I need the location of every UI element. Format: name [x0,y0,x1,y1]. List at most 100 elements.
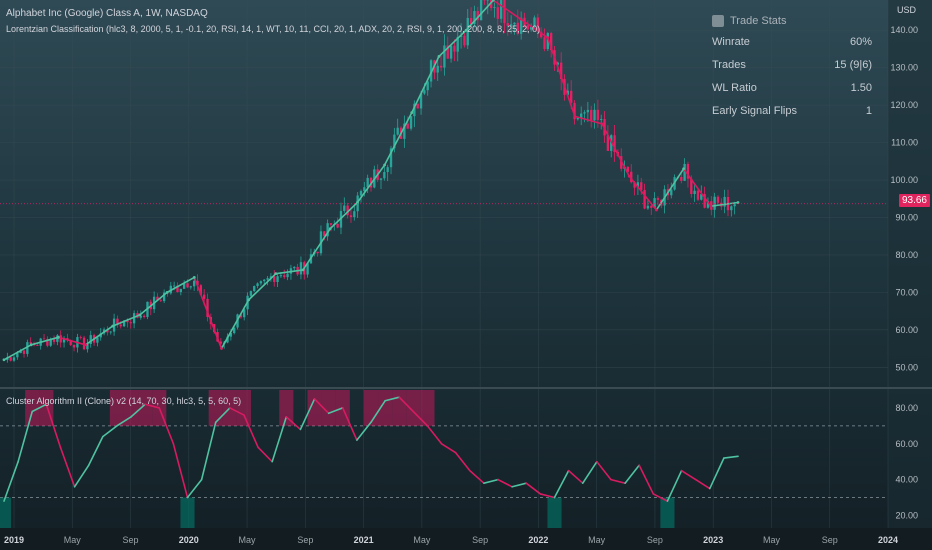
y-tick-label: 140.00 [890,25,918,35]
price-line-segment [58,336,86,346]
oscillator-segment [17,410,34,463]
oscillator-segment [271,416,288,463]
price-line-segment [166,276,195,294]
candle-body [690,178,693,195]
oscillator-segment [398,396,415,413]
x-tick-label: 2023 [703,535,723,545]
candle-body [126,320,129,323]
oscillator-title[interactable]: Cluster Algorithm II (Clone) v2 (14, 70,… [6,396,242,406]
candle-body [269,276,273,279]
candle-body [546,33,549,49]
oscillator-segment [257,446,273,463]
price-line-segment [492,0,521,20]
candle-body [19,350,22,354]
candle-body [132,313,136,324]
candle-body [116,318,119,325]
x-tick-label: 2024 [878,535,898,545]
oscillator-segment [45,403,62,449]
candle-body [79,337,82,338]
price-line-segment [85,325,114,346]
candle-body [429,60,433,82]
candle-body [59,335,62,343]
candle-body [696,190,700,200]
candle-body [436,65,439,73]
stat-row-winrate: Winrate 60% [712,30,872,53]
candle-body [466,17,469,46]
price-line-segment [546,37,576,117]
candle-body [266,278,269,280]
candle-body [519,17,523,34]
overbought-band [25,390,40,426]
overbought-band [208,390,223,426]
candle-body [343,205,346,211]
candle-body [229,333,233,337]
price-line-segment [438,29,467,58]
x-tick-label: Sep [297,535,313,545]
price-point [546,36,550,40]
stat-value: 15 (9|6) [834,58,872,71]
price-point [627,174,631,178]
candle-body [650,205,653,208]
y-tick-label: 20.00 [895,510,918,520]
candle-body [42,338,46,340]
candle-body [526,25,529,30]
oscillator-segment [440,442,457,454]
price-axis-bg [888,0,932,550]
candle-body [686,163,690,179]
oscillator-segment [553,469,570,499]
candle-body [626,166,630,172]
price-line-segment [520,18,549,39]
candle-body [463,35,466,46]
candle-body [72,344,76,348]
candle-body [49,339,52,346]
oscillator-segment [454,451,471,472]
candle-body [413,103,416,117]
candle-body [22,350,26,354]
trade-stats-panel: Trade Stats Winrate 60% Trades 15 (9|6) … [712,12,872,122]
candle-body [299,262,303,275]
candle-body [29,342,32,344]
stat-row-trades: Trades 15 (9|6) [712,53,872,76]
candle-body [243,309,246,318]
oscillator-segment [73,464,90,488]
price-point [491,0,495,2]
candle-body [323,231,326,237]
candle-body [386,167,389,173]
candle-body [529,26,533,30]
oscillator-segment [3,460,19,502]
oscillator-segment [313,398,330,415]
candle-body [359,191,363,196]
candle-body [516,22,519,34]
price-series [0,0,888,362]
candle-body [423,90,426,94]
candle-body [533,17,536,27]
price-line-segment [329,201,358,230]
oscillator-segment [483,478,499,484]
candle-body [263,279,266,282]
y-tick-label: 80.00 [895,403,918,413]
price-point [56,335,60,339]
price-line-segment [112,314,141,327]
price-point [220,347,223,350]
overbought-band [363,390,379,426]
candle-body [62,338,66,343]
price-line-segment [275,269,304,275]
price-point [464,28,468,32]
price-point [2,358,6,362]
indicator-title[interactable]: Lorentzian Classification (hlc3, 8, 2000… [6,24,541,34]
price-point [111,324,115,328]
stat-label: WL Ratio [712,81,757,94]
candle-body [409,116,413,129]
candle-body [703,194,706,208]
oscillator-segment [596,460,612,481]
candle-body [52,339,56,342]
candle-body [162,292,166,302]
y-tick-label: 110.00 [891,138,918,148]
candle-body [580,113,583,118]
candle-body [106,329,109,333]
candle-body [139,315,142,318]
oscillator-segment [370,399,386,424]
overbought-band [123,390,139,426]
